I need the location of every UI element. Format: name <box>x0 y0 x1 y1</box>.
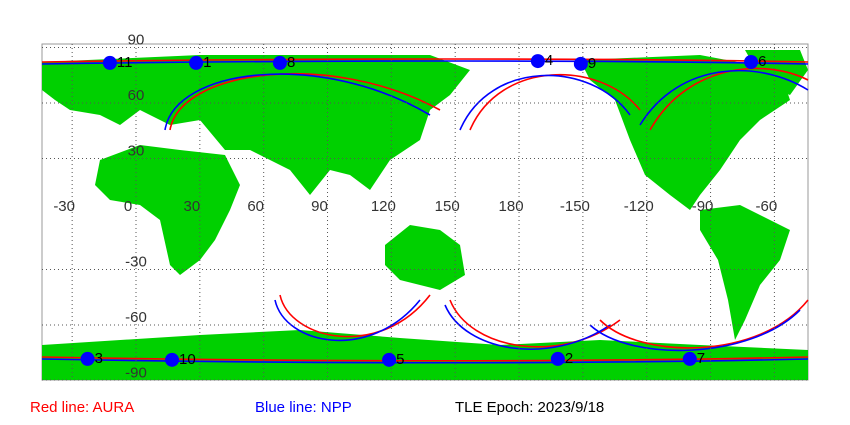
lat-label: 30 <box>128 142 145 159</box>
lon-label: -60 <box>756 198 778 215</box>
legend-aura: Red line: AURA <box>30 399 134 416</box>
satellite-label: 3 <box>95 350 103 367</box>
satellite-point <box>189 55 204 70</box>
lon-label: -150 <box>560 198 590 215</box>
satellite-label: 2 <box>565 350 573 367</box>
lon-label: 120 <box>371 198 396 215</box>
lon-label: 90 <box>311 198 328 215</box>
satellite-point <box>102 55 117 70</box>
grid <box>42 44 808 381</box>
satellite-label: 6 <box>758 53 766 70</box>
satellite-label: 7 <box>697 350 705 367</box>
tle-epoch: TLE Epoch: 2023/9/18 <box>455 399 604 416</box>
satellite-point <box>682 351 697 366</box>
axis-labels: 90 60 30 -30 -60 -90 -30 0 30 60 90 120 150 180 -150 -1… <box>53 31 777 381</box>
lon-label: -30 <box>53 198 75 215</box>
lat-label: 90 <box>128 31 145 48</box>
satellite-label: 1 <box>203 54 211 71</box>
satellite-point <box>573 56 588 71</box>
satellite-point <box>530 54 545 69</box>
satellite-label: 5 <box>396 351 404 368</box>
lon-label: -120 <box>624 198 654 215</box>
satellites: 11 1 8 4 9 63 10 5 2 7 <box>80 52 766 368</box>
lon-label: 0 <box>124 198 132 215</box>
lat-label: -30 <box>125 253 147 270</box>
lat-label: 60 <box>128 87 145 104</box>
satellite-label: 8 <box>287 54 295 71</box>
satellite-point <box>382 352 397 367</box>
satellite-label: 4 <box>545 52 553 69</box>
lon-label: 60 <box>247 198 264 215</box>
satellite-point <box>744 55 759 69</box>
satellite-point <box>272 55 287 70</box>
legend-npp: Blue line: NPP <box>255 399 352 416</box>
satellite-label: 10 <box>179 351 196 368</box>
lon-label: 150 <box>435 198 460 215</box>
lon-label: 180 <box>499 198 524 215</box>
satellite-label: 11 <box>117 54 133 71</box>
lat-label: -90 <box>125 364 147 381</box>
satellite-label: 9 <box>588 55 596 72</box>
lon-label: 30 <box>183 198 200 215</box>
tracks <box>41 58 809 364</box>
satellite-point <box>550 351 565 366</box>
lat-label: -60 <box>125 309 147 326</box>
satellite-point <box>80 351 95 366</box>
lon-label: -90 <box>692 198 714 215</box>
satellite-point <box>165 352 180 367</box>
